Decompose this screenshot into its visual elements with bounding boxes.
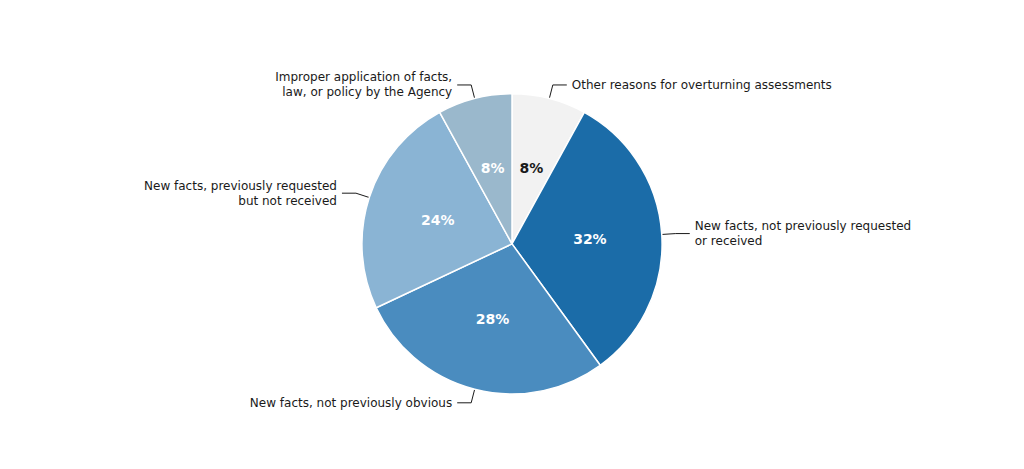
svg-text:New facts, not previously obvi: New facts, not previously obvious [250,396,452,410]
svg-text:24%: 24% [421,212,455,228]
svg-text:Improper application of facts,: Improper application of facts, [275,70,452,84]
svg-text:but not received: but not received [238,194,337,208]
svg-text:8%: 8% [481,160,505,176]
svg-text:32%: 32% [573,231,607,247]
svg-text:Other reasons for overturning: Other reasons for overturning assessment… [572,78,832,92]
svg-text:8%: 8% [520,160,544,176]
svg-text:law, or policy by the Agency: law, or policy by the Agency [282,85,452,99]
svg-text:28%: 28% [476,311,510,327]
svg-text:New facts, not previously requ: New facts, not previously requested [695,219,911,233]
svg-text:New facts, previously requeste: New facts, previously requested [144,179,337,193]
svg-text:or received: or received [695,234,763,248]
